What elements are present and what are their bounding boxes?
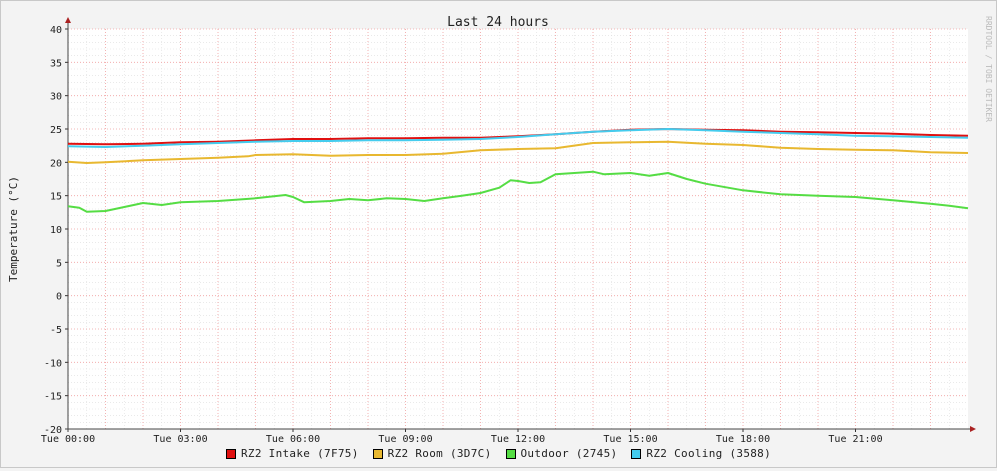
legend-label: RZ2 Cooling (3588): [646, 447, 772, 460]
y-tick-label: 0: [56, 292, 62, 303]
y-tick-label: 20: [50, 158, 62, 169]
grid-lines: [68, 28, 968, 430]
y-tick-label: 5: [56, 258, 62, 269]
tick-labels: -20 -15 -10 -5 0 5 10 15 20 25 30 35 40 Tue 00:00 Tue …: [41, 25, 883, 445]
series-lines: [67, 128, 969, 213]
legend-swatch: [505, 448, 516, 459]
legend-item: RZ2 Room (3D7C): [372, 447, 492, 460]
legend-label: RZ2 Intake (7F75): [240, 447, 359, 460]
legend-item: RZ2 Cooling (3588): [631, 447, 771, 460]
y-axis-label: Temperature (°C): [7, 176, 20, 282]
legend-swatch: [372, 448, 383, 459]
chart-title: Last 24 hours: [447, 15, 549, 30]
x-tick-label: Tue 21:00: [828, 434, 882, 445]
y-tick-label: 40: [50, 25, 62, 36]
x-tick-label: Tue 03:00: [153, 434, 207, 445]
x-tick-label: Tue 15:00: [603, 434, 657, 445]
rrdtool-watermark: RRDTOOL / TOBI OETIKER: [984, 16, 993, 122]
axes: [65, 17, 976, 432]
y-tick-label: 10: [50, 225, 62, 236]
x-tick-label: Tue 18:00: [716, 434, 770, 445]
legend: RZ2 Intake (7F75) RZ2 Room (3D7C) Outdoor …: [1, 447, 996, 460]
x-tick-label: Tue 09:00: [378, 434, 432, 445]
x-axis-arrow: [970, 426, 976, 432]
y-tick-label: 15: [50, 192, 62, 203]
y-tick-label: -10: [44, 358, 62, 369]
series-line-3: [67, 170, 969, 213]
series-line-4: [67, 128, 969, 148]
y-tick-label: 30: [50, 92, 62, 103]
y-tick-label: 25: [50, 125, 62, 136]
y-tick-label: 35: [50, 58, 62, 69]
series-line-2: [67, 140, 969, 164]
y-axis-arrow: [65, 17, 71, 23]
x-tick-label: Tue 00:00: [41, 434, 95, 445]
legend-item: RZ2 Intake (7F75): [225, 447, 359, 460]
legend-swatch: [631, 448, 642, 459]
legend-item: Outdoor (2745): [505, 447, 618, 460]
x-tick-label: Tue 12:00: [491, 434, 545, 445]
legend-label: RZ2 Room (3D7C): [387, 447, 492, 460]
y-tick-label: -15: [44, 392, 62, 403]
y-tick-label: -5: [50, 325, 62, 336]
legend-swatch: [225, 448, 236, 459]
y-tick-label: -20: [44, 425, 62, 436]
x-tick-label: Tue 06:00: [266, 434, 320, 445]
legend-label: Outdoor (2745): [520, 447, 618, 460]
